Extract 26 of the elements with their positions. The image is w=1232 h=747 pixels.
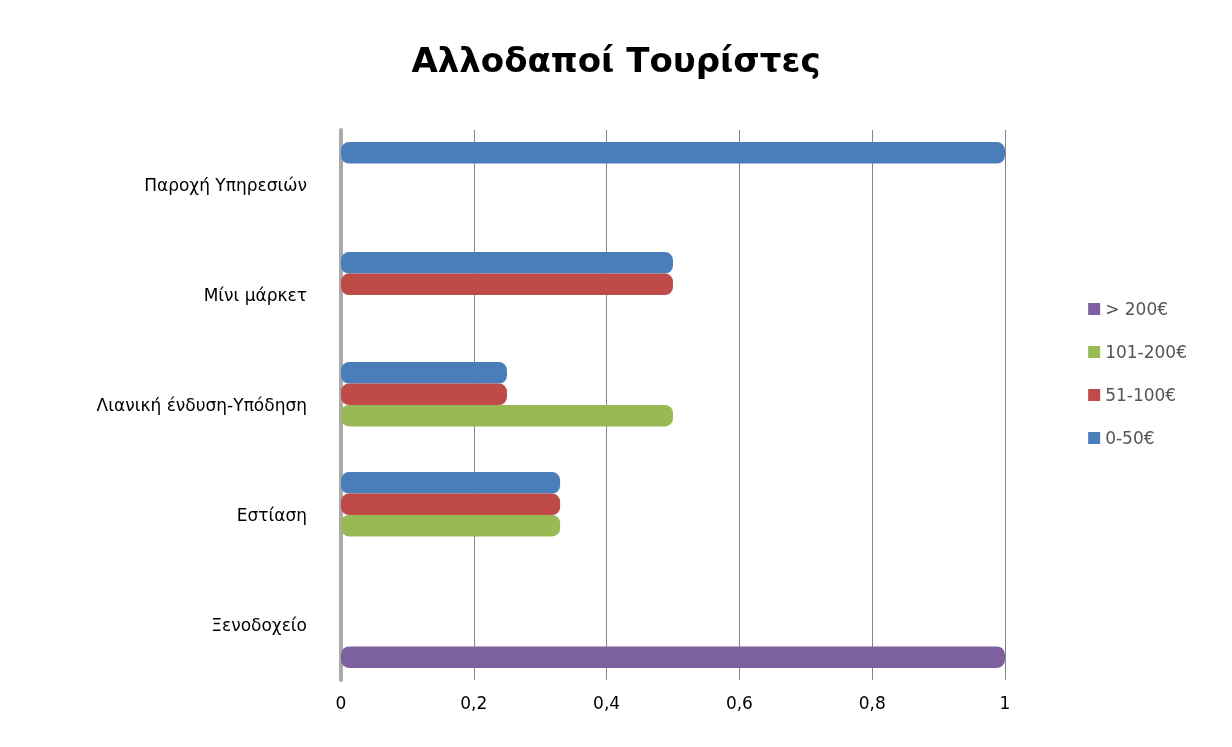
x-tick-label: 0,8 — [858, 692, 886, 713]
y-tick-label: Λιανική ένδυση-Υπόδηση — [96, 395, 307, 415]
bar — [341, 252, 673, 274]
x-tick-label: 1 — [999, 692, 1011, 713]
bar — [341, 142, 1005, 164]
bar — [341, 362, 507, 384]
legend-label: 101-200€ — [1105, 342, 1188, 362]
bar — [341, 383, 507, 405]
legend-label: 51-100€ — [1105, 385, 1177, 405]
y-tick-label: Ξενοδοχείο — [211, 615, 307, 635]
y-tick-label: Παροχή Υπηρεσιών — [144, 175, 307, 195]
x-tick-label: 0,6 — [725, 692, 753, 713]
x-tick-label: 0,2 — [460, 692, 488, 713]
x-tick-label: 0 — [335, 692, 347, 713]
y-tick-label: Μίνι μάρκετ — [203, 285, 307, 305]
bar — [341, 273, 673, 295]
bar — [341, 515, 561, 537]
bar — [341, 472, 561, 494]
legend-label: > 200€ — [1105, 299, 1169, 319]
bar — [341, 646, 1005, 668]
legend-label: 0-50€ — [1105, 428, 1155, 448]
x-tick-label: 0,4 — [593, 692, 621, 713]
bar — [341, 493, 561, 515]
y-tick-label: Εστίαση — [236, 505, 307, 525]
chart-title: Αλλοδαποί Τουρίστες — [411, 40, 821, 80]
bar — [341, 405, 673, 427]
